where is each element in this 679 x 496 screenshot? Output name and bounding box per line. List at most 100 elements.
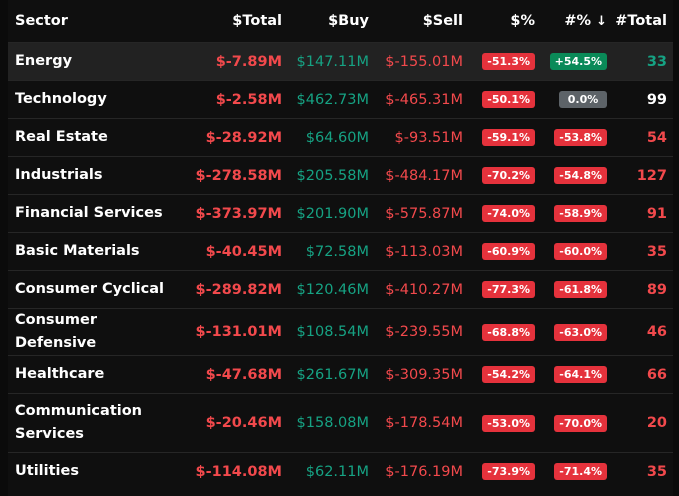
table-header-row: Sector $Total $Buy $Sell $% #% ↓ #Total [8, 0, 673, 43]
pct-dollar-badge: -53.0% [482, 414, 535, 432]
pct-count-badge: -54.8% [554, 167, 607, 184]
pct-dollar-cell: -54.2% [469, 355, 541, 394]
total-cell: $-40.45M [178, 232, 288, 271]
buy-cell: $205.58M [288, 156, 375, 195]
pct-count-cell: -54.8% [541, 156, 613, 195]
sector-cell: Utilities [8, 452, 178, 491]
sector-cell: Financial Services [8, 194, 178, 233]
sell-cell: $-93.51M [375, 118, 469, 157]
pct-dollar-badge: -68.8% [482, 323, 535, 341]
table-row[interactable]: Healthcare $-47.68M $261.67M $-309.35M -54.2… [8, 355, 673, 394]
pct-count-badge: +54.5% [549, 53, 607, 70]
buy-cell: $201.90M [288, 194, 375, 233]
column-header-sell[interactable]: $Sell [422, 13, 463, 29]
buy-cell: $62.11M [288, 452, 375, 491]
pct-count-badge: -63.0% [554, 323, 607, 341]
pct-dollar-badge: -70.2% [482, 167, 535, 184]
table-row[interactable]: Technology $-2.58M $462.73M $-465.31M -50.1%… [8, 80, 673, 119]
pct-dollar-badge: -73.9% [482, 463, 535, 481]
buy-cell: $108.54M [288, 308, 375, 356]
sell-cell: $-309.35M [375, 355, 469, 394]
table-row[interactable]: Industrials $-278.58M $205.58M $-484.17M -70… [8, 156, 673, 195]
pct-count-cell: -53.8% [541, 118, 613, 157]
table-row[interactable]: Consumer Cyclical $-289.82M $120.46M $-410.… [8, 270, 673, 309]
sector-cell: Consumer Defensive [8, 308, 178, 356]
pct-dollar-cell: -73.9% [469, 452, 541, 491]
column-header-sector[interactable]: Sector [15, 13, 68, 29]
count-total-cell: 89 [613, 270, 673, 309]
pct-count-cell: -70.0% [541, 393, 613, 453]
sector-cell: Consumer Cyclical [8, 270, 178, 309]
total-cell: $-2.58M [178, 80, 288, 119]
pct-count-badge: -58.9% [554, 205, 607, 222]
sector-cell: Industrials [8, 156, 178, 195]
sector-cell: Healthcare [8, 355, 178, 394]
total-cell: $-114.08M [178, 452, 288, 491]
buy-cell: $158.08M [288, 393, 375, 453]
buy-cell: $147.11M [288, 42, 375, 81]
pct-count-cell: -58.9% [541, 194, 613, 233]
buy-cell: $72.58M [288, 232, 375, 271]
column-header-pct-dollar[interactable]: $% [510, 13, 535, 29]
pct-dollar-cell: -53.0% [469, 393, 541, 453]
buy-cell: $120.46M [288, 270, 375, 309]
total-cell: $-373.97M [178, 194, 288, 233]
pct-dollar-badge: -54.2% [482, 366, 535, 383]
total-cell: $-47.68M [178, 355, 288, 394]
sector-flow-table: Sector $Total $Buy $Sell $% #% ↓ #Total … [8, 0, 673, 491]
buy-cell: $261.67M [288, 355, 375, 394]
pct-dollar-cell: -70.2% [469, 156, 541, 195]
table-row[interactable]: Energy $-7.89M $147.11M $-155.01M -51.3% +54.… [8, 42, 673, 81]
table-row[interactable]: Basic Materials $-40.45M $72.58M $-113.03M -… [8, 232, 673, 271]
pct-count-badge: -70.0% [554, 414, 607, 432]
sell-cell: $-465.31M [375, 80, 469, 119]
pct-dollar-cell: -68.8% [469, 308, 541, 356]
count-total-cell: 35 [613, 232, 673, 271]
total-cell: $-289.82M [178, 270, 288, 309]
count-total-cell: 91 [613, 194, 673, 233]
table-row[interactable]: Utilities $-114.08M $62.11M $-176.19M -73.9%… [8, 452, 673, 491]
count-total-cell: 35 [613, 452, 673, 491]
total-cell: $-278.58M [178, 156, 288, 195]
sector-cell: Energy [8, 42, 178, 81]
count-total-cell: 33 [613, 42, 673, 81]
pct-count-cell: -64.1% [541, 355, 613, 394]
pct-count-badge: -53.8% [554, 129, 607, 146]
table-row[interactable]: Real Estate $-28.92M $64.60M $-93.51M -59.1%… [8, 118, 673, 157]
total-cell: $-28.92M [178, 118, 288, 157]
table-row[interactable]: Consumer Defensive $-131.01M $108.54M $-239… [8, 308, 673, 356]
pct-count-badge: 0.0% [559, 91, 607, 108]
pct-count-cell: -60.0% [541, 232, 613, 271]
sell-cell: $-484.17M [375, 156, 469, 195]
pct-dollar-cell: -50.1% [469, 80, 541, 119]
pct-count-cell: 0.0% [541, 80, 613, 119]
sell-cell: $-178.54M [375, 393, 469, 453]
pct-count-cell: -63.0% [541, 308, 613, 356]
sell-cell: $-239.55M [375, 308, 469, 356]
column-header-pct-count[interactable]: #% ↓ [541, 0, 613, 43]
column-header-buy[interactable]: $Buy [328, 13, 369, 29]
column-header-count-total[interactable]: #Total [615, 13, 667, 29]
sell-cell: $-575.87M [375, 194, 469, 233]
pct-dollar-cell: -60.9% [469, 232, 541, 271]
pct-dollar-badge: -60.9% [482, 243, 535, 260]
total-cell: $-20.46M [178, 393, 288, 453]
pct-count-cell: -71.4% [541, 452, 613, 491]
pct-dollar-cell: -74.0% [469, 194, 541, 233]
pct-count-cell: -61.8% [541, 270, 613, 309]
sort-desc-arrow-icon: ↓ [596, 14, 607, 29]
sector-cell: Technology [8, 80, 178, 119]
sell-cell: $-113.03M [375, 232, 469, 271]
table-row[interactable]: Financial Services $-373.97M $201.90M $-575… [8, 194, 673, 233]
sector-flow-table-panel: Sector $Total $Buy $Sell $% #% ↓ #Total … [8, 0, 673, 496]
pct-count-badge: -71.4% [554, 463, 607, 481]
pct-count-label: #% [564, 13, 592, 29]
column-header-total[interactable]: $Total [232, 13, 282, 29]
count-total-cell: 66 [613, 355, 673, 394]
buy-cell: $462.73M [288, 80, 375, 119]
pct-count-badge: -61.8% [554, 281, 607, 298]
buy-cell: $64.60M [288, 118, 375, 157]
count-total-cell: 20 [613, 393, 673, 453]
pct-dollar-cell: -59.1% [469, 118, 541, 157]
table-row[interactable]: Communication Services $-20.46M $158.08M $-… [8, 393, 673, 453]
